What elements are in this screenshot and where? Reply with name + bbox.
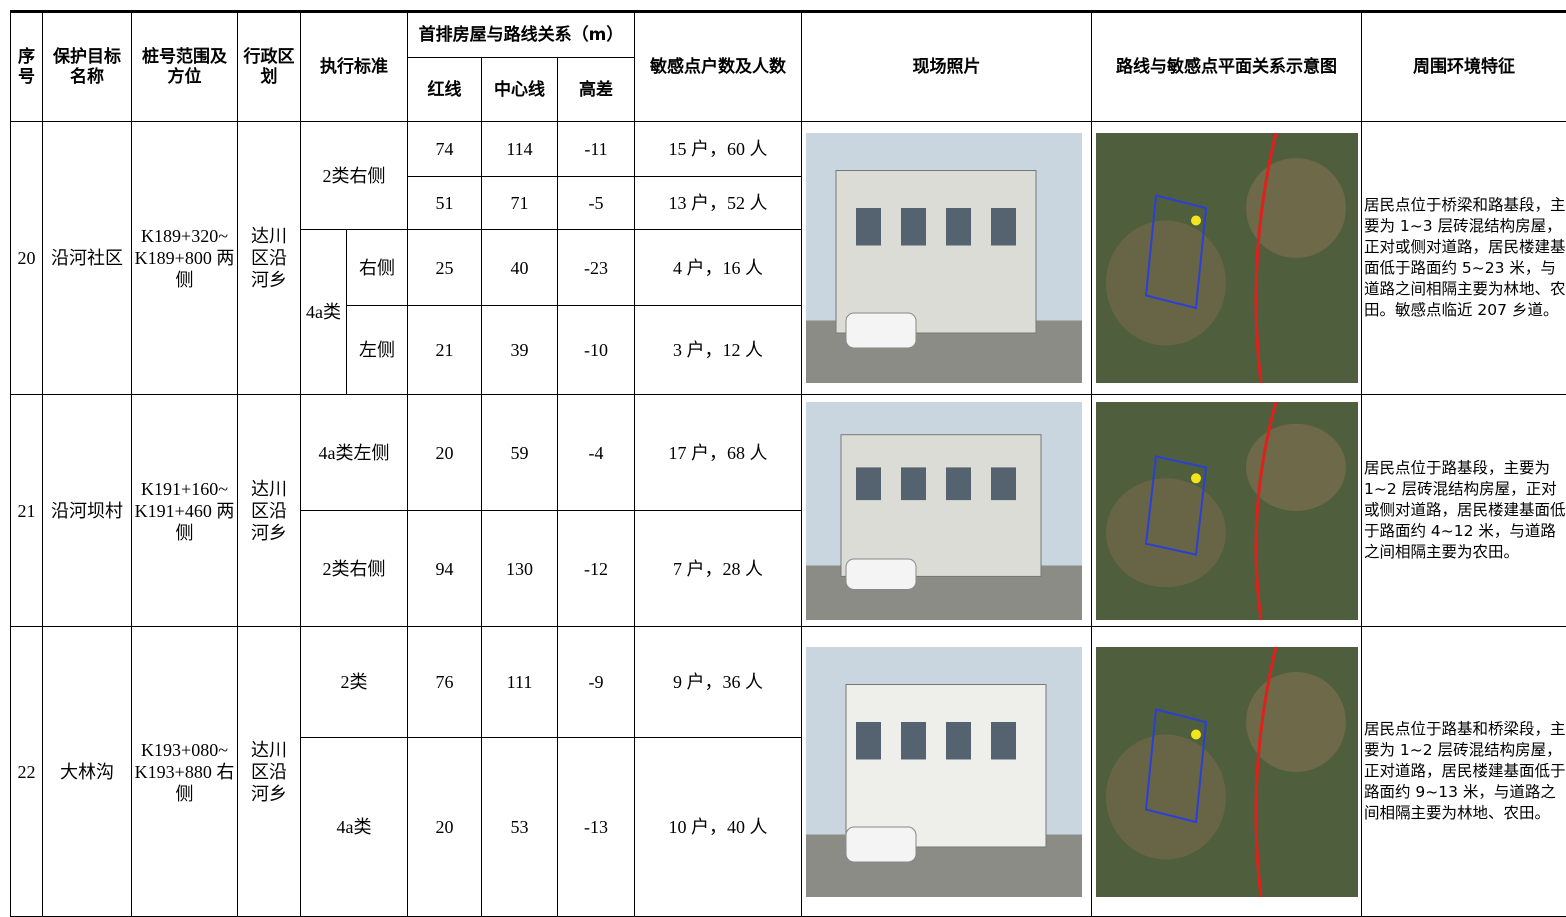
cell-standard: 2类右侧 — [300, 121, 408, 230]
header-cell: 中心线 — [481, 57, 558, 122]
header-cell: 现场照片 — [801, 11, 1092, 122]
cell-red: 94 — [407, 510, 482, 627]
table-row: 20 沿河社区 K189+320~ K189+800 两侧 达川区沿河乡 2类右侧 74 1… — [10, 121, 1566, 395]
cell-no: 20 — [10, 121, 43, 395]
cell-red: 20 — [407, 394, 482, 511]
cell-photo — [801, 121, 1092, 395]
header-cell: 序号 — [10, 11, 43, 122]
table-row: 4a类 20 53 -13 10 户，40 人 — [11, 737, 1566, 917]
cell-height: -4 — [557, 394, 635, 511]
header-cell: 红线 — [407, 57, 482, 122]
table-row: 22 大林沟 K193+080~ K193+880 右侧 达川区沿河乡 2类 76 111-… — [10, 626, 1566, 917]
cell-center: 130 — [481, 510, 558, 627]
cell-map — [1091, 121, 1362, 395]
cell-admin: 达川区沿河乡 — [237, 394, 301, 627]
cell-count: 15 户，60 人 — [634, 121, 802, 177]
cell-red: 74 — [407, 121, 482, 177]
cell-height: -10 — [557, 305, 635, 395]
cell-red: 21 — [407, 305, 482, 395]
cell-env: 居民点位于路基和桥梁段，主要为 1~2 层砖混结构房屋，正对道路，居民楼建基面低… — [1361, 626, 1566, 917]
cell-count: 9 户，36 人 — [634, 626, 802, 738]
cell-count: 7 户，28 人 — [634, 510, 802, 627]
cell-height: -11 — [557, 121, 635, 177]
cell-map — [1091, 394, 1362, 627]
header-cell: 路线与敏感点平面关系示意图 — [1091, 11, 1362, 122]
cell-admin: 达川区沿河乡 — [237, 121, 301, 395]
table-row: 21 沿河坝村 K191+160~ K191+460 两侧 达川区沿河乡 4a类左侧 20… — [10, 394, 1566, 627]
plan-map — [1096, 133, 1358, 383]
cell-center: 53 — [481, 737, 558, 917]
cell-red: 76 — [407, 626, 482, 738]
header-cell: 桩号范围及方位 — [131, 11, 238, 122]
cell-side: 左侧 — [346, 305, 408, 395]
cell-side: 右侧 — [346, 229, 408, 306]
cell-count: 13 户，52 人 — [634, 176, 802, 230]
cell-center: 114 — [481, 121, 558, 177]
cell-photo — [801, 626, 1092, 917]
header-cell: 周围环境特征 — [1361, 11, 1566, 122]
cell-photo — [801, 394, 1092, 627]
cell-red: 25 — [407, 229, 482, 306]
header-cell: 保护目标名称 — [42, 11, 132, 122]
cell-env: 居民点位于桥梁和路基段，主要为 1~3 层砖混结构房屋，正对或侧对道路，居民楼建… — [1361, 121, 1566, 395]
cell-station: K189+320~ K189+800 两侧 — [131, 121, 238, 395]
cell-height: -9 — [557, 626, 635, 738]
cell-map — [1091, 626, 1362, 917]
header-cell: 首排房屋与路线关系（m） — [407, 11, 635, 58]
cell-center: 59 — [481, 394, 558, 511]
cell-no: 22 — [10, 626, 43, 917]
cell-standard: 4a类 — [300, 737, 408, 917]
cell-count: 3 户，12 人 — [634, 305, 802, 395]
cell-count: 10 户，40 人 — [634, 737, 802, 917]
cell-height: -12 — [557, 510, 635, 627]
sensitive-points-table: 序号 保护目标名称 桩号范围及方位 行政区划 执行标准 首排房屋与路线关系（m）… — [10, 10, 1566, 917]
cell-center: 39 — [481, 305, 558, 395]
cell-center: 111 — [481, 626, 558, 738]
table-row: 2类右侧 94 130 -12 7 户，28 人 — [11, 510, 1566, 627]
cell-standard: 2类 — [300, 626, 408, 738]
table-row: 4a类 右侧 25 40 -23 4 户，16 人 — [11, 229, 1566, 395]
cell-red: 20 — [407, 737, 482, 917]
cell-count: 17 户，68 人 — [634, 394, 802, 511]
header-cell: 高差 — [557, 57, 635, 122]
site-photo — [806, 646, 1082, 897]
cell-no: 21 — [10, 394, 43, 627]
site-photo — [806, 133, 1082, 383]
cell-name: 沿河坝村 — [42, 394, 132, 627]
cell-height: -23 — [557, 229, 635, 306]
table-row: 51 71 -5 13 户，52 人 — [11, 176, 1566, 230]
cell-admin: 达川区沿河乡 — [237, 626, 301, 917]
table-body: 20 沿河社区 K189+320~ K189+800 两侧 达川区沿河乡 2类右侧 74 1… — [10, 121, 1566, 917]
plan-map — [1096, 646, 1358, 897]
cell-red: 51 — [407, 176, 482, 230]
cell-standard: 4a类 — [300, 229, 347, 395]
cell-height: -13 — [557, 737, 635, 917]
header-cell: 敏感点户数及人数 — [634, 11, 802, 122]
cell-env: 居民点位于路基段，主要为 1~2 层砖混结构房屋，正对或侧对道路，居民楼建基面低… — [1361, 394, 1566, 627]
header-cell: 执行标准 — [300, 11, 408, 122]
header-cell: 行政区划 — [237, 11, 301, 122]
cell-station: K191+160~ K191+460 两侧 — [131, 394, 238, 627]
cell-center: 71 — [481, 176, 558, 230]
cell-height: -5 — [557, 176, 635, 230]
plan-map — [1096, 401, 1358, 620]
cell-name: 沿河社区 — [42, 121, 132, 395]
cell-center: 40 — [481, 229, 558, 306]
cell-count: 4 户，16 人 — [634, 229, 802, 306]
site-photo — [806, 401, 1082, 620]
cell-standard: 2类右侧 — [300, 510, 408, 627]
cell-station: K193+080~ K193+880 右侧 — [131, 626, 238, 917]
cell-name: 大林沟 — [42, 626, 132, 917]
cell-standard: 4a类左侧 — [300, 394, 408, 511]
